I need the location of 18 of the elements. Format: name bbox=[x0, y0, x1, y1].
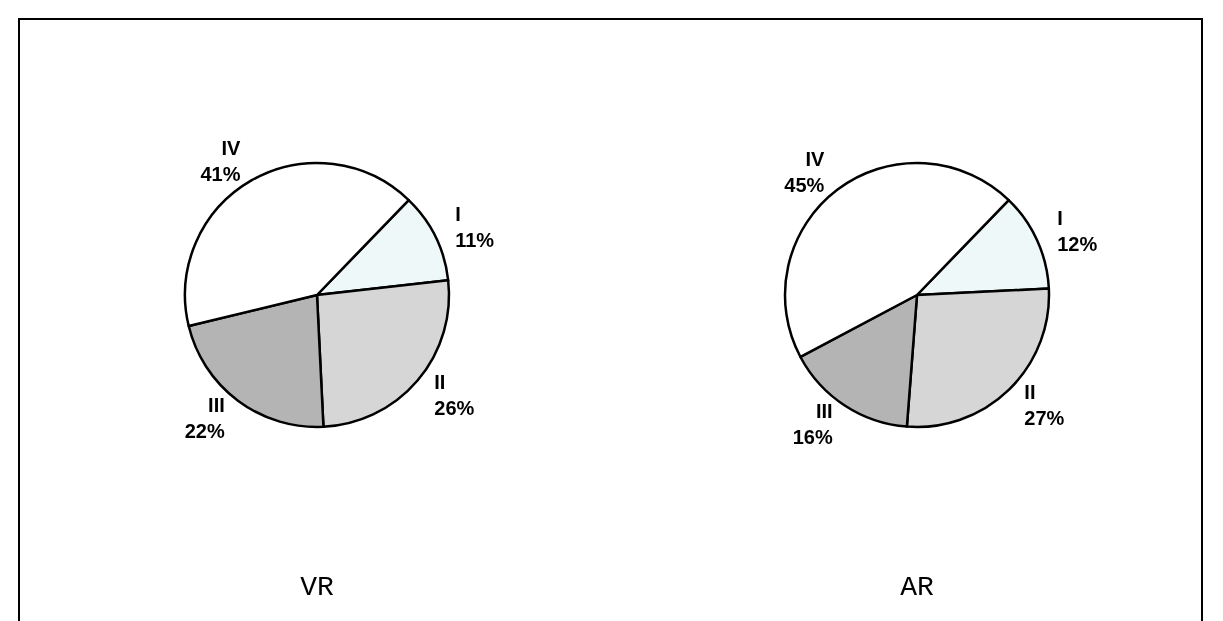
slice-label: III bbox=[816, 399, 833, 422]
slice-label: I bbox=[455, 203, 461, 226]
data-label: 16% bbox=[792, 425, 833, 448]
slice-label: II bbox=[1024, 381, 1036, 404]
data-label: 12% bbox=[1057, 233, 1098, 256]
data-label: 41% bbox=[200, 163, 241, 186]
data-label: 26% bbox=[434, 396, 475, 419]
data-label: 11% bbox=[455, 229, 495, 252]
slice-label: II bbox=[434, 370, 446, 393]
text: AR bbox=[900, 571, 934, 603]
slice-label: III bbox=[208, 394, 225, 417]
text: VR bbox=[300, 571, 334, 603]
data-label: 22% bbox=[184, 420, 225, 443]
data-label: 45% bbox=[784, 174, 825, 197]
slice-label: I bbox=[1057, 207, 1063, 230]
slice-label: IV bbox=[221, 137, 242, 160]
data-label: 27% bbox=[1024, 407, 1065, 430]
slice-label: IV bbox=[805, 148, 825, 171]
